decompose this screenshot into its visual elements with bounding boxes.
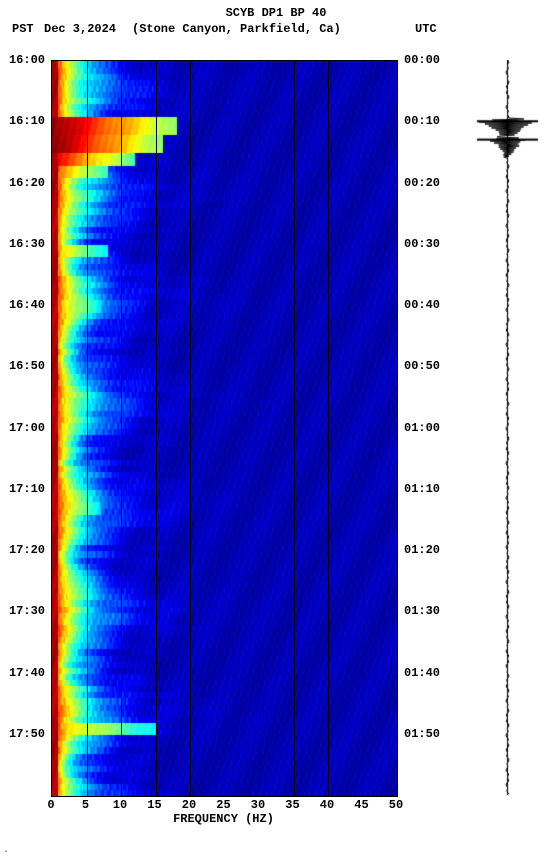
date-label: Dec 3,2024	[44, 22, 116, 36]
x-tick: 50	[389, 798, 403, 812]
x-tick: 25	[216, 798, 230, 812]
left-time-tick: 17:00	[9, 421, 45, 435]
grid-line	[190, 61, 191, 796]
pst-label: PST	[12, 22, 34, 36]
right-time-tick: 01:40	[404, 666, 440, 680]
right-time-tick: 00:30	[404, 237, 440, 251]
right-time-tick: 00:50	[404, 359, 440, 373]
left-time-tick: 16:50	[9, 359, 45, 373]
left-time-tick: 16:20	[9, 176, 45, 190]
grid-line	[328, 61, 329, 796]
right-time-tick: 01:00	[404, 421, 440, 435]
waveform-panel	[475, 60, 540, 795]
location-label: (Stone Canyon, Parkfield, Ca)	[132, 22, 341, 36]
right-time-tick: 01:50	[404, 727, 440, 741]
x-tick: 45	[354, 798, 368, 812]
left-time-tick: 16:40	[9, 298, 45, 312]
x-axis-label: FREQUENCY (HZ)	[51, 812, 396, 826]
right-time-tick: 01:30	[404, 604, 440, 618]
grid-line	[259, 61, 260, 796]
left-time-tick: 17:10	[9, 482, 45, 496]
plot-title: SCYB DP1 BP 40	[0, 6, 552, 20]
right-time-tick: 01:10	[404, 482, 440, 496]
grid-line	[156, 61, 157, 796]
x-tick: 15	[147, 798, 161, 812]
right-time-axis: 00:0000:1000:2000:3000:4000:5001:0001:10…	[400, 60, 448, 795]
left-time-tick: 16:10	[9, 114, 45, 128]
right-time-tick: 00:40	[404, 298, 440, 312]
x-tick: 5	[82, 798, 89, 812]
left-time-tick: 17:40	[9, 666, 45, 680]
right-time-tick: 00:10	[404, 114, 440, 128]
grid-line	[121, 61, 122, 796]
grid-line	[294, 61, 295, 796]
x-tick: 20	[182, 798, 196, 812]
x-tick: 35	[285, 798, 299, 812]
x-tick: 30	[251, 798, 265, 812]
left-time-tick: 16:30	[9, 237, 45, 251]
x-axis-ticks: 05101520253035404550	[51, 798, 396, 812]
left-time-tick: 17:50	[9, 727, 45, 741]
utc-label: UTC	[415, 22, 437, 36]
left-time-tick: 17:30	[9, 604, 45, 618]
grid-line	[225, 61, 226, 796]
x-tick: 0	[47, 798, 54, 812]
left-time-tick: 17:20	[9, 543, 45, 557]
waveform-canvas	[475, 60, 540, 795]
x-tick: 10	[113, 798, 127, 812]
corner-mark: .	[3, 845, 9, 856]
grid-line	[87, 61, 88, 796]
left-time-tick: 16:00	[9, 53, 45, 67]
spectrogram-plot	[51, 60, 398, 797]
right-time-tick: 01:20	[404, 543, 440, 557]
x-tick: 40	[320, 798, 334, 812]
left-time-axis: 16:0016:1016:2016:3016:4016:5017:0017:10…	[0, 60, 48, 795]
grid-line	[363, 61, 364, 796]
right-time-tick: 00:00	[404, 53, 440, 67]
right-time-tick: 00:20	[404, 176, 440, 190]
